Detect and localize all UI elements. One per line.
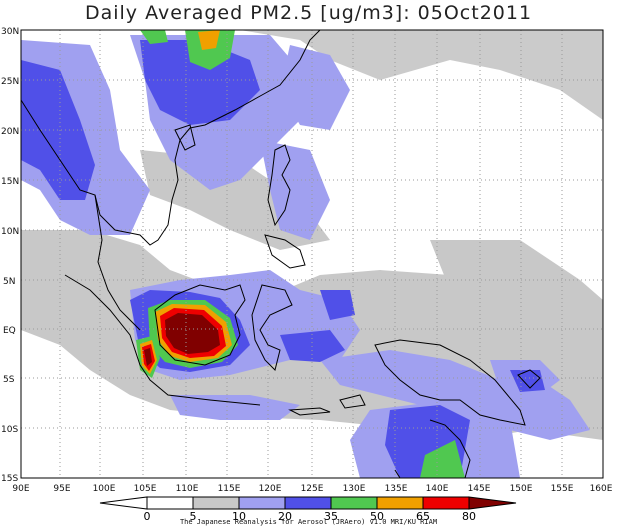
lat-tick: 20N	[1, 127, 19, 137]
colorbar-label: 65	[416, 510, 430, 523]
colorbar-label: 5	[190, 510, 197, 523]
colorbar-labels: 0 5 10 20 35 50 65 80	[144, 510, 477, 523]
colorbar-cell-8	[468, 496, 517, 510]
lon-tick: 145E	[468, 484, 491, 494]
lon-tick: 125E	[301, 484, 324, 494]
colorbar-cell-2	[192, 496, 240, 510]
lon-tick: 150E	[510, 484, 533, 494]
colorbar-cell-7	[422, 496, 470, 510]
lon-tick: 95E	[53, 484, 70, 494]
colorbar-cell-5	[330, 496, 378, 510]
lon-tick: 130E	[343, 484, 366, 494]
lat-tick: 25N	[1, 77, 19, 87]
lon-tick: 135E	[385, 484, 408, 494]
lon-tick: 160E	[590, 484, 613, 494]
colorbar-cell-3	[238, 496, 286, 510]
lon-tick: 155E	[551, 484, 574, 494]
lat-tick: 30N	[1, 27, 19, 37]
lat-tick: EQ	[3, 326, 16, 336]
lon-tick: 140E	[426, 484, 449, 494]
colorbar-label: 80	[462, 510, 476, 523]
lon-tick: 120E	[259, 484, 282, 494]
lat-tick: 15N	[1, 177, 19, 187]
field-80-plus	[144, 313, 220, 366]
lat-tick: 10N	[1, 227, 19, 237]
lat-tick: 10S	[1, 425, 18, 435]
lon-axis-labels: 90E 95E 100E 105E 110E 115E 120E 125E 13…	[12, 484, 612, 494]
lon-tick: 115E	[218, 484, 241, 494]
lat-tick: 15S	[1, 474, 18, 484]
colorbar	[99, 496, 517, 510]
colorbar-label: 50	[370, 510, 384, 523]
colorbar-label: 20	[278, 510, 292, 523]
colorbar-cell-0	[99, 496, 148, 510]
lon-tick: 100E	[93, 484, 116, 494]
colorbar-label: 10	[232, 510, 246, 523]
plot-frame	[20, 29, 604, 479]
lon-tick: 105E	[134, 484, 157, 494]
lon-tick: 90E	[12, 484, 29, 494]
concentration-fields	[21, 30, 603, 478]
colorbar-cell-6	[376, 496, 424, 510]
colorbar-cell-4	[284, 496, 332, 510]
lat-tick: 5N	[3, 277, 15, 287]
colorbar-label: 35	[324, 510, 338, 523]
lon-tick: 110E	[176, 484, 199, 494]
map-title: Daily Averaged PM2.5 [ug/m3]: 05Oct2011	[84, 2, 533, 24]
colorbar-label: 0	[144, 510, 151, 523]
lat-tick: 5S	[3, 375, 15, 385]
credit-line: The Japanese Reanalysis for Aerosol (JRA…	[179, 518, 438, 526]
coastlines	[21, 30, 541, 478]
colorbar-cell-1	[146, 496, 194, 510]
lat-axis-labels: 30N 25N 20N 15N 10N 5N EQ 5S 10S 15S	[1, 27, 19, 484]
graticule	[21, 30, 603, 478]
